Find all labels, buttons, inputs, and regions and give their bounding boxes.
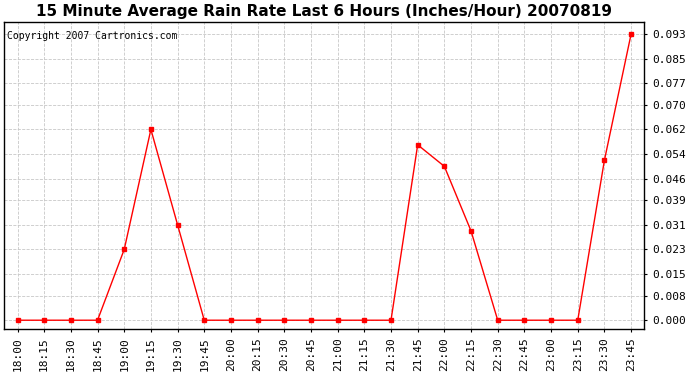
Text: Copyright 2007 Cartronics.com: Copyright 2007 Cartronics.com (8, 31, 178, 41)
Title: 15 Minute Average Rain Rate Last 6 Hours (Inches/Hour) 20070819: 15 Minute Average Rain Rate Last 6 Hours… (37, 4, 612, 19)
